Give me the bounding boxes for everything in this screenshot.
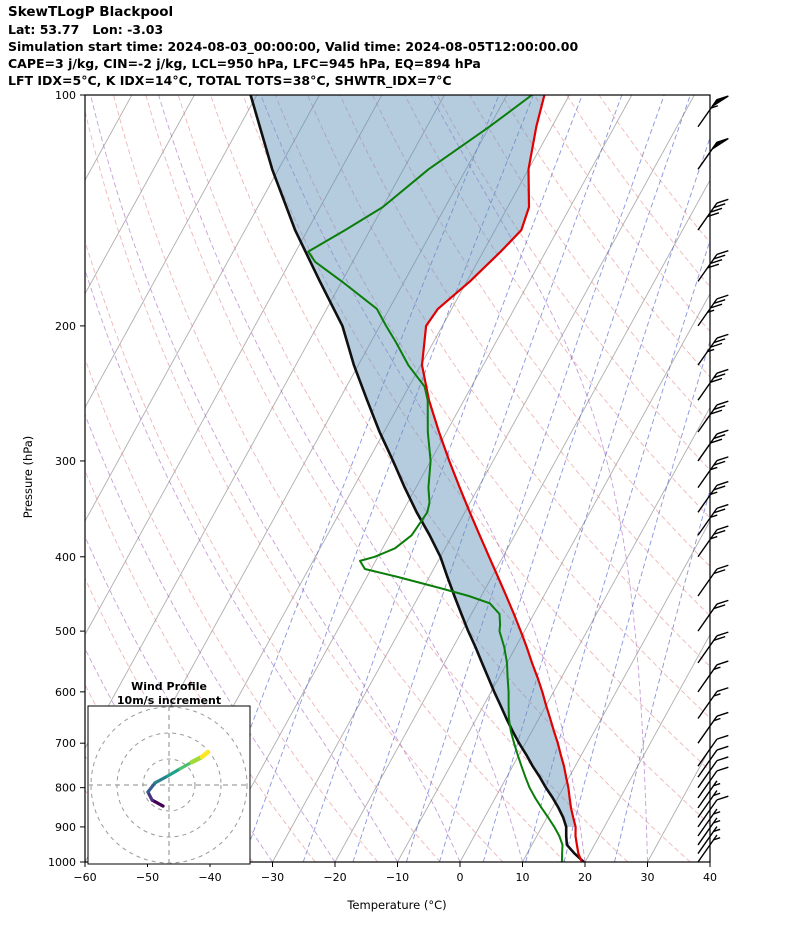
- cape-shading: [250, 95, 576, 827]
- x-axis-label: Temperature (°C): [347, 898, 447, 912]
- svg-text:30: 30: [641, 871, 655, 884]
- svg-text:−50: −50: [136, 871, 159, 884]
- svg-text:−30: −30: [261, 871, 284, 884]
- hodograph-inset: [87, 705, 251, 865]
- hodograph-subtitle: 10m/s increment: [116, 694, 222, 707]
- svg-text:40: 40: [703, 871, 717, 884]
- svg-text:100: 100: [55, 89, 76, 102]
- hodograph-title: Wind Profile: [131, 680, 207, 693]
- simtime-line: Simulation start time: 2024-08-03_00:00:…: [8, 39, 579, 54]
- svg-text:20: 20: [578, 871, 592, 884]
- svg-text:800: 800: [55, 782, 76, 795]
- wind-barbs: [697, 95, 729, 863]
- svg-text:−60: −60: [73, 871, 96, 884]
- svg-text:0: 0: [457, 871, 464, 884]
- parcel-curve: [249, 95, 585, 862]
- indices-line: LFT IDX=5°C, K IDX=14°C, TOTAL TOTS=38°C…: [8, 73, 452, 88]
- svg-text:300: 300: [55, 455, 76, 468]
- page-title: SkewTLogP Blackpool: [8, 4, 174, 20]
- svg-text:1000: 1000: [48, 856, 76, 869]
- svg-text:10: 10: [516, 871, 530, 884]
- svg-text:−10: −10: [386, 871, 409, 884]
- svg-text:600: 600: [55, 686, 76, 699]
- header-block: SkewTLogP Blackpool Lat: 53.77 Lon: -3.0…: [8, 4, 578, 89]
- cape-line: CAPE=3 j/kg, CIN=-2 j/kg, LCL=950 hPa, L…: [8, 56, 481, 71]
- temperature-curve: [420, 95, 583, 862]
- dewpoint-curve: [307, 95, 564, 862]
- latlon-line: Lat: 53.77 Lon: -3.03: [8, 22, 164, 37]
- svg-text:−40: −40: [198, 871, 221, 884]
- svg-text:200: 200: [55, 320, 76, 333]
- svg-text:900: 900: [55, 821, 76, 834]
- axes: −60 −50 −40 −30 −20 −10 0 10 20 30 40 100 200 300 400 5…: [48, 89, 717, 884]
- svg-text:500: 500: [55, 625, 76, 638]
- svg-text:400: 400: [55, 551, 76, 564]
- svg-text:700: 700: [55, 737, 76, 750]
- svg-text:−20: −20: [323, 871, 346, 884]
- y-axis-label: Pressure (hPa): [21, 435, 35, 519]
